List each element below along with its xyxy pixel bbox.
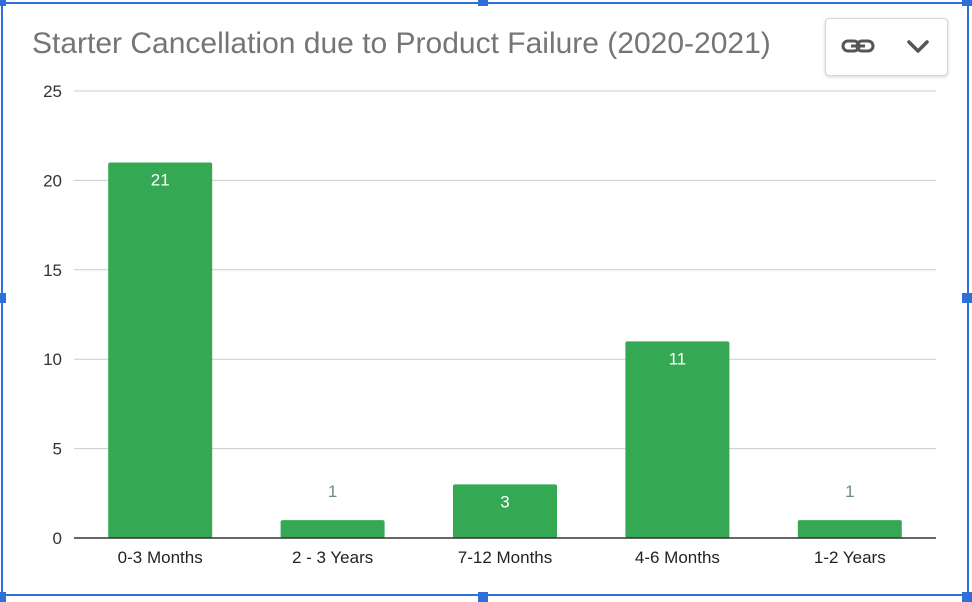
x-axis-categories: 0-3 Months 2 - 3 Years 7-12 Months 4-6 Mont… [118,548,886,567]
bar[interactable] [280,520,385,538]
link-button[interactable] [838,29,878,65]
x-category-label: 0-3 Months [118,548,203,567]
bar[interactable] [108,162,213,538]
link-icon [841,39,875,53]
y-tick-label: 15 [43,261,62,280]
resize-handle-middle-left[interactable] [0,293,6,303]
chart-title: Starter Cancellation due to Product Fail… [32,27,771,60]
resize-handle-bottom-left[interactable] [0,592,6,602]
resize-handle-bottom-middle[interactable] [478,592,488,602]
resize-handle-bottom-right[interactable] [962,592,972,602]
chart-toolbar [825,18,948,76]
chevron-down-icon [907,40,929,53]
resize-handle-top-right[interactable] [962,0,972,6]
x-category-label: 4-6 Months [635,548,720,567]
data-label: 1 [328,482,337,501]
y-tick-label: 0 [53,529,62,548]
bars [108,162,902,538]
bar[interactable] [625,341,730,538]
data-label: 3 [500,492,509,511]
resize-handle-top-middle[interactable] [478,0,488,6]
resize-handle-middle-right[interactable] [962,293,972,303]
chart-menu-button[interactable] [898,29,938,65]
y-tick-label: 10 [43,350,62,369]
y-tick-label: 25 [43,82,62,101]
bar[interactable] [797,520,902,538]
y-tick-label: 5 [53,440,62,459]
resize-handle-top-left[interactable] [0,0,6,6]
data-label: 21 [151,171,170,190]
y-tick-label: 20 [43,171,62,190]
x-category-label: 7-12 Months [458,548,553,567]
gridlines [74,90,936,450]
bar[interactable] [453,484,557,538]
y-axis-ticks: 0 5 10 15 20 25 [43,82,62,548]
x-category-label: 2 - 3 Years [292,548,373,567]
data-label: 11 [669,349,687,368]
x-category-label: 1-2 Years [814,548,886,567]
data-label: 1 [845,482,854,501]
